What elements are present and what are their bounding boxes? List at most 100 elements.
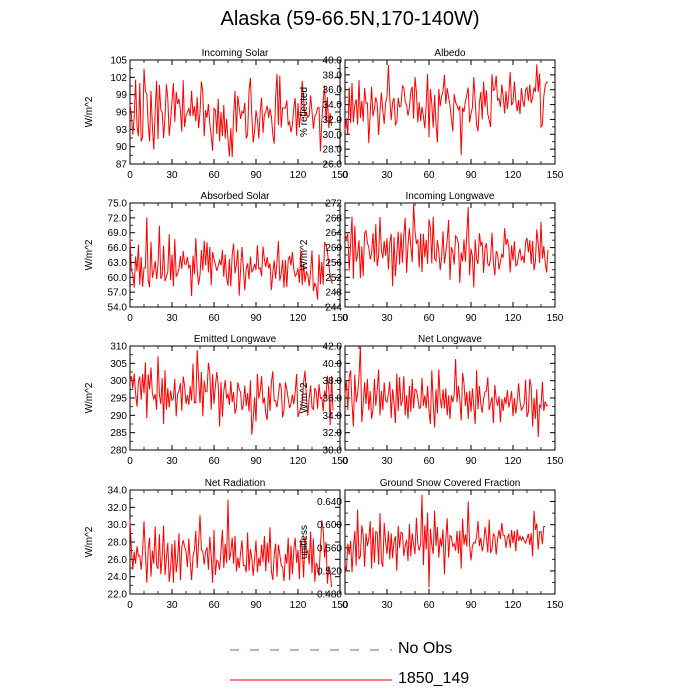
net-longwave-ytick-label: 38.0: [323, 376, 343, 387]
incoming-longwave-ytick-label: 248: [325, 288, 342, 299]
emitted-longwave-xtick-label: 60: [208, 456, 220, 467]
incoming-solar-ylabel: W/m^2: [84, 96, 95, 127]
legend-label-no-obs: No Obs: [398, 640, 453, 657]
ground-snow-covered-fraction-ytick-label: 0.600: [317, 520, 342, 531]
ground-snow-covered-fraction-ytick-label: 0.560: [317, 543, 342, 554]
emitted-longwave-title: Emitted Longwave: [194, 334, 277, 345]
albedo-ytick-label: 32.0: [323, 115, 343, 126]
net-radiation-xtick-label: 30: [166, 600, 178, 611]
incoming-solar-ytick-label: 99: [116, 90, 128, 101]
net-radiation-ytick-label: 24.0: [108, 572, 128, 583]
incoming-longwave-ylabel: W/m^2: [299, 239, 310, 270]
emitted-longwave-xtick-label: 150: [332, 456, 349, 467]
net-radiation-xtick-label: 150: [332, 600, 349, 611]
ground-snow-covered-fraction-xtick-label: 0: [342, 600, 348, 611]
figure-title: Alaska (59-66.5N,170-140W): [220, 8, 480, 30]
net-radiation-ytick-label: 22.0: [108, 590, 128, 601]
incoming-longwave-ytick-label: 252: [325, 273, 342, 284]
absorbed-solar-ytick-label: 75.0: [108, 199, 128, 210]
incoming-solar-title: Incoming Solar: [202, 48, 269, 59]
absorbed-solar-ytick-label: 69.0: [108, 228, 128, 239]
albedo-ytick-label: 34.0: [323, 100, 343, 111]
emitted-longwave-xtick-label: 90: [250, 456, 262, 467]
net-radiation-xtick-label: 0: [127, 600, 133, 611]
ground-snow-covered-fraction-xtick-label: 90: [465, 600, 477, 611]
emitted-longwave-ytick-label: 305: [110, 359, 127, 370]
emitted-longwave-xtick-label: 30: [166, 456, 178, 467]
net-longwave-xtick-label: 30: [381, 456, 393, 467]
albedo-ytick-label: 26.0: [323, 160, 343, 171]
emitted-longwave-xtick-label: 120: [290, 456, 307, 467]
incoming-longwave-ytick-label: 268: [325, 213, 342, 224]
ground-snow-covered-fraction-ylabel: unitless: [299, 525, 310, 559]
net-radiation-ylabel: W/m^2: [84, 526, 95, 557]
incoming-longwave-xtick-label: 150: [547, 313, 564, 324]
emitted-longwave-ytick-label: 295: [110, 394, 127, 405]
incoming-longwave-ytick-label: 260: [325, 243, 342, 254]
absorbed-solar-ytick-label: 60.0: [108, 273, 128, 284]
net-longwave-xtick-label: 150: [547, 456, 564, 467]
incoming-solar-ytick-label: 87: [116, 160, 128, 171]
absorbed-solar-ytick-label: 72.0: [108, 213, 128, 224]
incoming-solar-xtick-label: 90: [250, 170, 262, 181]
absorbed-solar-ytick-label: 63.0: [108, 258, 128, 269]
ground-snow-covered-fraction-xtick-label: 150: [547, 600, 564, 611]
emitted-longwave-ylabel: W/m^2: [84, 382, 95, 413]
absorbed-solar-xtick-label: 120: [290, 313, 307, 324]
net-longwave-ytick-label: 40.0: [323, 359, 343, 370]
absorbed-solar-title: Absorbed Solar: [201, 191, 271, 202]
ground-snow-covered-fraction-ytick-label: 0.640: [317, 497, 342, 508]
incoming-longwave-title: Incoming Longwave: [406, 191, 495, 202]
incoming-longwave-xtick-label: 30: [381, 313, 393, 324]
absorbed-solar-xtick-label: 30: [166, 313, 178, 324]
ground-snow-covered-fraction-xtick-label: 120: [505, 600, 522, 611]
net-longwave-xtick-label: 120: [505, 456, 522, 467]
incoming-longwave-ytick-label: 264: [325, 228, 342, 239]
incoming-solar-xtick-label: 30: [166, 170, 178, 181]
net-longwave-ytick-label: 42.0: [323, 342, 343, 353]
net-longwave-ytick-label: 36.0: [323, 394, 343, 405]
emitted-longwave-series-line: [129, 350, 334, 435]
ground-snow-covered-fraction-xtick-label: 60: [423, 600, 435, 611]
net-radiation-ytick-label: 28.0: [108, 538, 128, 549]
net-longwave-xtick-label: 60: [423, 456, 435, 467]
ground-snow-covered-fraction-ytick-label: 0.520: [317, 566, 342, 577]
incoming-longwave-xtick-label: 60: [423, 313, 435, 324]
net-longwave-ytick-label: 30.0: [323, 446, 343, 457]
incoming-solar-ytick-label: 90: [116, 142, 128, 153]
absorbed-solar-xtick-label: 90: [250, 313, 262, 324]
albedo-ytick-label: 28.0: [323, 145, 343, 156]
net-longwave-series-line: [344, 345, 548, 438]
albedo-xtick-label: 30: [381, 170, 393, 181]
absorbed-solar-series-line: [129, 217, 334, 300]
incoming-solar-ytick-label: 105: [110, 56, 127, 67]
incoming-solar-xtick-label: 0: [127, 170, 133, 181]
albedo-xtick-label: 0: [342, 170, 348, 181]
net-radiation-xtick-label: 60: [208, 600, 220, 611]
absorbed-solar-ytick-label: 57.0: [108, 288, 128, 299]
legend-label-1850-149: 1850_149: [398, 670, 470, 687]
net-longwave-ytick-label: 34.0: [323, 411, 343, 422]
incoming-longwave-ytick-label: 272: [325, 199, 342, 210]
net-radiation-ytick-label: 26.0: [108, 555, 128, 566]
albedo-ytick-label: 38.0: [323, 70, 343, 81]
ground-snow-covered-fraction-xtick-label: 30: [381, 600, 393, 611]
absorbed-solar-xtick-label: 0: [127, 313, 133, 324]
net-radiation-ytick-label: 30.0: [108, 520, 128, 531]
incoming-longwave-xtick-label: 120: [505, 313, 522, 324]
incoming-solar-xtick-label: 60: [208, 170, 220, 181]
emitted-longwave-xtick-label: 0: [127, 456, 133, 467]
albedo-ytick-label: 40.0: [323, 56, 343, 67]
albedo-xtick-label: 150: [547, 170, 564, 181]
emitted-longwave-ytick-label: 280: [110, 446, 127, 457]
albedo-xtick-label: 90: [465, 170, 477, 181]
emitted-longwave-ytick-label: 310: [110, 342, 127, 353]
incoming-longwave-ytick-label: 244: [325, 303, 342, 314]
albedo-xtick-label: 120: [505, 170, 522, 181]
incoming-longwave-ytick-label: 256: [325, 258, 342, 269]
incoming-solar-xtick-label: 120: [290, 170, 307, 181]
ground-snow-covered-fraction-series-line: [344, 494, 546, 588]
albedo-ylabel: % reflected: [299, 87, 310, 137]
absorbed-solar-xtick-label: 150: [332, 313, 349, 324]
net-longwave-xtick-label: 90: [465, 456, 477, 467]
